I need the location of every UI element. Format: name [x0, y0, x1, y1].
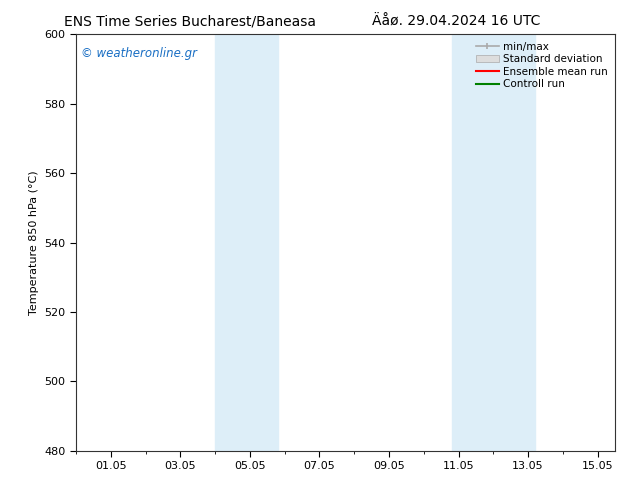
Legend: min/max, Standard deviation, Ensemble mean run, Controll run: min/max, Standard deviation, Ensemble me…: [474, 40, 610, 92]
Y-axis label: Temperature 850 hPa (°C): Temperature 850 hPa (°C): [29, 170, 39, 315]
Bar: [215, 34, 278, 451]
Text: Äåø. 29.04.2024 16 UTC: Äåø. 29.04.2024 16 UTC: [372, 15, 541, 29]
Bar: [451, 34, 535, 451]
Text: ENS Time Series Bucharest/Baneasa: ENS Time Series Bucharest/Baneasa: [64, 15, 316, 29]
Text: © weatheronline.gr: © weatheronline.gr: [81, 47, 197, 60]
